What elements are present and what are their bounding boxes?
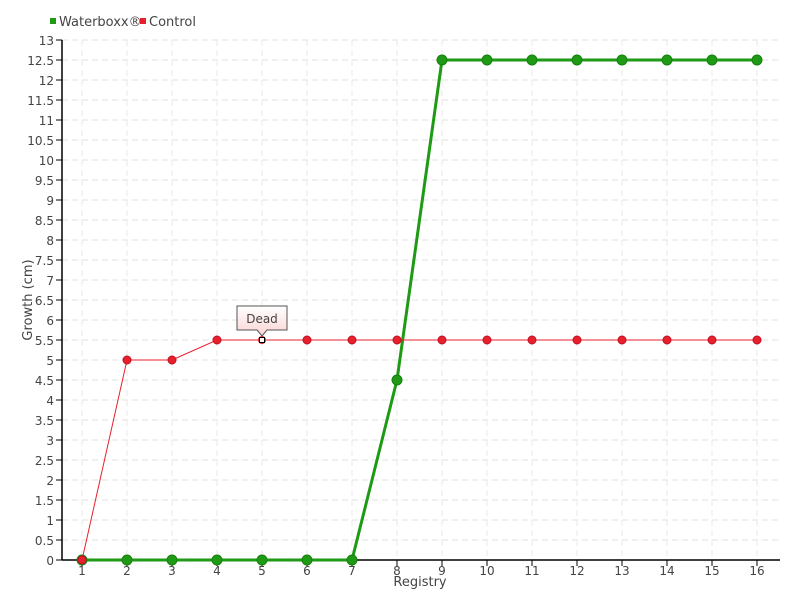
- data-point: [481, 54, 493, 66]
- x-tick-label: 6: [303, 564, 311, 578]
- x-tick-label: 10: [479, 564, 494, 578]
- x-tick-label: 1: [78, 564, 86, 578]
- y-tick-label: 7.5: [35, 254, 54, 268]
- x-tick-label: 3: [168, 564, 176, 578]
- x-tick-label: 8: [393, 564, 401, 578]
- data-point: [437, 335, 447, 345]
- legend-swatch: [50, 18, 56, 24]
- y-tick-label: 12: [39, 74, 54, 88]
- y-tick-label: 1: [46, 514, 54, 528]
- data-point: [346, 554, 358, 566]
- x-tick-label: 11: [524, 564, 539, 578]
- y-axis-label: Growth (cm): [21, 259, 36, 340]
- y-tick-label: 5.5: [35, 334, 54, 348]
- data-point: [392, 335, 402, 345]
- data-point: [302, 335, 312, 345]
- data-point: [707, 335, 717, 345]
- annotation-tooltip: [236, 305, 288, 337]
- legend-label: Waterboxx®: [59, 15, 142, 30]
- data-point: [121, 554, 133, 566]
- data-point: [572, 335, 582, 345]
- y-tick-label: 4.5: [35, 374, 54, 388]
- data-point: [167, 355, 177, 365]
- y-tick-label: 8.5: [35, 214, 54, 228]
- x-tick-label: 5: [258, 564, 266, 578]
- x-tick-label: 16: [749, 564, 764, 578]
- legend-swatch: [140, 18, 146, 24]
- annotations: Dead: [236, 305, 288, 337]
- legend[interactable]: Waterboxx® Control: [50, 15, 196, 30]
- y-tick-label: 9.5: [35, 174, 54, 188]
- y-tick-label: 0.5: [35, 534, 54, 548]
- series-waterboxx: [76, 54, 763, 566]
- data-point: [752, 335, 762, 345]
- data-point: [662, 335, 672, 345]
- data-point: [122, 355, 132, 365]
- data-point: [77, 555, 87, 565]
- data-point: [166, 554, 178, 566]
- series-control: [77, 335, 762, 565]
- axes: 00.511.522.533.544.555.566.577.588.599.5…: [27, 34, 780, 578]
- data-point: [482, 335, 492, 345]
- data-point: [571, 54, 583, 66]
- y-tick-label: 2: [46, 474, 54, 488]
- legend-label: Control: [149, 15, 196, 30]
- x-tick-label: 15: [704, 564, 719, 578]
- y-tick-label: 1.5: [35, 494, 54, 508]
- series-line: [82, 58, 757, 562]
- data-point: [751, 54, 763, 66]
- y-tick-label: 10.5: [27, 134, 54, 148]
- data-point: [256, 554, 268, 566]
- x-tick-label: 9: [438, 564, 446, 578]
- series-layer: [76, 54, 763, 566]
- x-tick-label: 12: [569, 564, 584, 578]
- y-tick-label: 9: [46, 194, 54, 208]
- x-tick-label: 7: [348, 564, 356, 578]
- y-tick-label: 6.5: [35, 294, 54, 308]
- y-tick-label: 3.5: [35, 414, 54, 428]
- x-tick-label: 2: [123, 564, 131, 578]
- y-tick-label: 10: [39, 154, 54, 168]
- x-tick-label: 13: [614, 564, 629, 578]
- x-axis-label: Registry: [393, 575, 447, 590]
- data-point: [436, 54, 448, 66]
- y-tick-label: 3: [46, 434, 54, 448]
- y-tick-label: 13: [39, 34, 54, 48]
- y-tick-label: 11.5: [27, 94, 54, 108]
- y-tick-label: 11: [39, 114, 54, 128]
- data-point: [617, 335, 627, 345]
- y-tick-label: 6: [46, 314, 54, 328]
- data-point: [527, 335, 537, 345]
- x-tick-label: 14: [659, 564, 674, 578]
- data-point: [391, 374, 403, 386]
- data-point: [211, 554, 223, 566]
- data-point-marker: [259, 337, 265, 343]
- y-tick-label: 12.5: [27, 54, 54, 68]
- x-tick-label: 4: [213, 564, 221, 578]
- annotation-label: Dead: [246, 312, 278, 326]
- data-point: [706, 54, 718, 66]
- series-line: [81, 339, 757, 561]
- y-tick-label: 0: [46, 554, 54, 568]
- data-point: [661, 54, 673, 66]
- data-point: [616, 54, 628, 66]
- y-tick-label: 7: [46, 274, 54, 288]
- y-tick-label: 2.5: [35, 454, 54, 468]
- y-tick-label: 5: [46, 354, 54, 368]
- y-tick-label: 8: [46, 234, 54, 248]
- data-point: [347, 335, 357, 345]
- y-tick-label: 4: [46, 394, 54, 408]
- grid: [62, 39, 780, 560]
- data-point: [212, 335, 222, 345]
- data-point: [301, 554, 313, 566]
- data-point: [526, 54, 538, 66]
